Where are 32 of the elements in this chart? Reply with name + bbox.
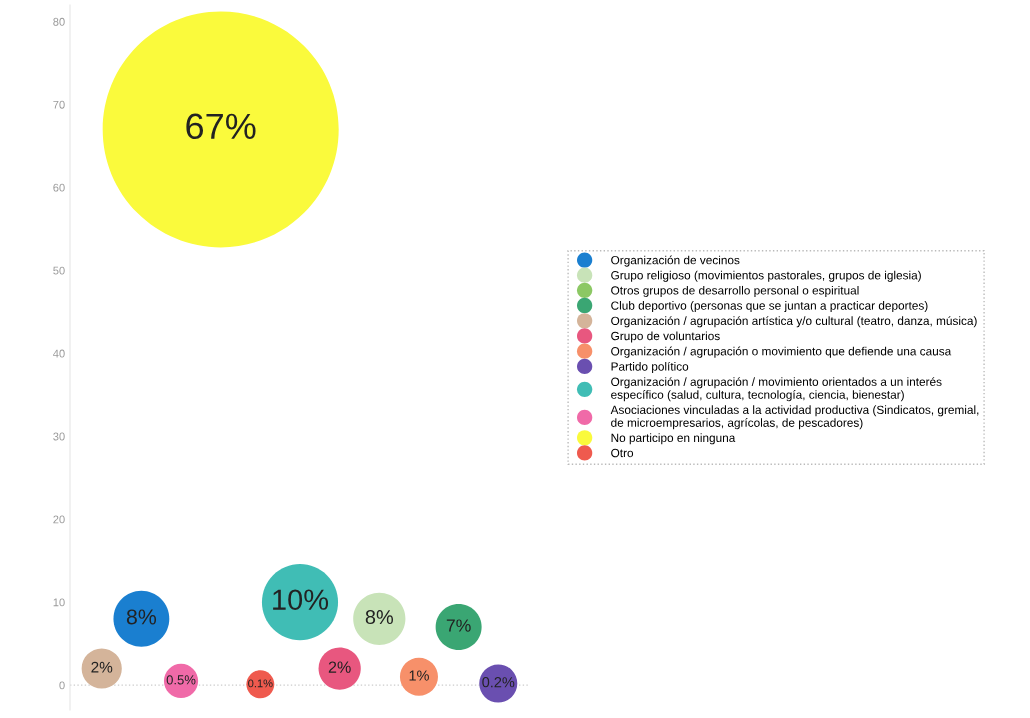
legend-label: Grupo religioso (movimientos pastorales, grupos de iglesia) (611, 270, 921, 282)
data-label: 2% (328, 661, 351, 673)
y-tick-label: 40 (53, 349, 65, 358)
legend-label: Organización / agrupación / movimiento orientados a un interés específico (salud, cultura, tecnología, ciencia, bienestar) (611, 377, 942, 402)
data-label: 0.5% (166, 675, 196, 685)
legend-label: No participo en ninguna (611, 433, 736, 445)
legend-label: Organización de vecinos (611, 255, 740, 267)
legend-label: Otros grupos de desarrollo personal o espiritual (611, 285, 859, 297)
y-tick-label: 10 (53, 598, 65, 607)
y-tick-label: 30 (53, 432, 65, 441)
data-label: 1% (409, 670, 429, 681)
data-label: 0.2% (482, 677, 515, 688)
legend-label: Asociaciones vinculadas a la actividad productiva (Sindicatos, gremial, de microempresarios, agrícolas, de pescadores) (610, 405, 979, 430)
y-tick-label: 70 (53, 100, 65, 109)
y-tick-label: 80 (53, 17, 65, 26)
data-label: 2% (91, 661, 113, 673)
legend-label: Organización / agrupación artística y/o cultural (teatro, danza, música) (611, 316, 977, 328)
legend-label: Organización / agrupación o movimiento que defiende una causa (611, 346, 952, 358)
y-tick-label: 20 (53, 515, 65, 524)
y-tick-label: 0 (59, 681, 65, 690)
data-label: 0.1% (248, 679, 273, 688)
data-label: 7% (446, 619, 471, 632)
data-label: 67% (186, 113, 256, 140)
data-label: 8% (365, 609, 394, 625)
legend-label: Partido político (611, 361, 689, 374)
data-label: 10% (273, 589, 329, 610)
legend-label: Otro (611, 448, 634, 458)
legend-label: Grupo de voluntarios (611, 331, 720, 343)
data-label: 8% (126, 609, 157, 625)
y-tick-label: 50 (53, 266, 65, 275)
legend-label: Club deportivo (personas que se juntan a practicar deportes) (611, 301, 928, 313)
y-tick-label: 60 (53, 183, 65, 192)
